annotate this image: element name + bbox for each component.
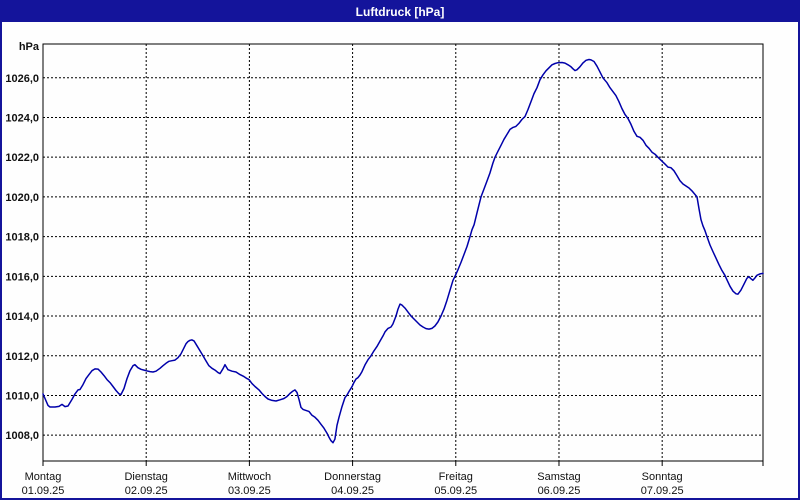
x-weekday-label: Freitag <box>439 471 473 483</box>
y-tick-label: 1014,0 <box>5 311 39 323</box>
x-date-label: 06.09.25 <box>538 485 581 497</box>
x-weekday-label: Mittwoch <box>228 471 271 483</box>
y-tick-label: 1024,0 <box>5 112 39 124</box>
pressure-line <box>42 58 764 444</box>
x-weekday-label: Donnerstag <box>324 471 381 483</box>
x-date-label: 02.09.25 <box>125 485 168 497</box>
y-tick-label: 1012,0 <box>5 351 39 363</box>
x-date-label: 03.09.25 <box>228 485 271 497</box>
chart-title: Luftdruck [hPa] <box>355 5 445 19</box>
plot-border <box>42 43 764 462</box>
title-bar: Luftdruck [hPa] <box>2 2 798 22</box>
y-tick-label: 1018,0 <box>5 232 39 244</box>
y-tick-label: 1016,0 <box>5 271 39 283</box>
x-weekday-label: Dienstag <box>124 471 167 483</box>
y-tick-label: 1022,0 <box>5 152 39 164</box>
x-date-label: 01.09.25 <box>22 485 65 497</box>
y-tick-label: 1010,0 <box>5 390 39 402</box>
y-axis-unit-label: hPa <box>19 41 40 53</box>
x-date-label: 07.09.25 <box>641 485 684 497</box>
x-weekday-label: Montag <box>25 471 62 483</box>
x-date-label: 05.09.25 <box>434 485 477 497</box>
y-tick-label: 1026,0 <box>5 73 39 85</box>
x-weekday-label: Sonntag <box>642 471 683 483</box>
y-tick-label: 1020,0 <box>5 192 39 204</box>
x-date-label: 04.09.25 <box>331 485 374 497</box>
y-tick-label: 1008,0 <box>5 430 39 442</box>
x-weekday-label: Samstag <box>537 471 580 483</box>
